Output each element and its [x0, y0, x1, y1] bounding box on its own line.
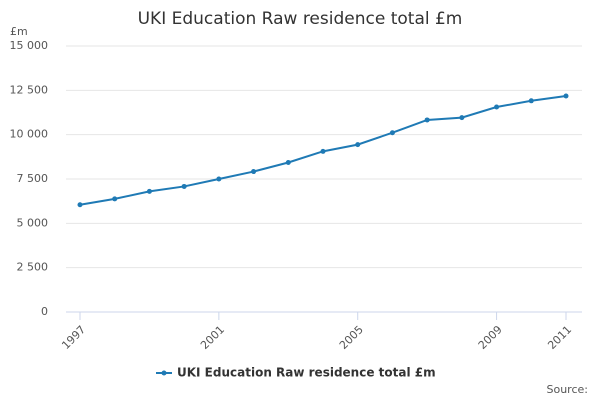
- point: [459, 115, 465, 121]
- x-tick-label: 1997: [59, 323, 88, 352]
- point: [389, 130, 395, 136]
- point: [320, 148, 326, 154]
- point: [146, 188, 152, 194]
- legend-label[interactable]: UKI Education Raw residence total £m: [177, 366, 436, 380]
- point: [424, 117, 430, 123]
- point: [355, 142, 361, 148]
- point: [181, 183, 187, 189]
- x-tick-label: 2011: [545, 323, 574, 352]
- point: [285, 160, 291, 166]
- point: [251, 169, 257, 175]
- y-tick-label: 0: [41, 305, 48, 318]
- source: Source:: [547, 383, 589, 396]
- y-tick-label: 7 500: [17, 172, 49, 185]
- x-tick-label: 2009: [476, 323, 505, 352]
- point: [494, 104, 500, 110]
- point: [77, 202, 83, 208]
- y-tick-label: 15 000: [10, 39, 49, 52]
- point: [112, 196, 118, 202]
- x-tick-label: 2001: [198, 323, 227, 352]
- point: [528, 98, 534, 104]
- y-tick-label: 2 500: [17, 261, 49, 274]
- chart-title: UKI Education Raw residence total £m: [138, 9, 463, 29]
- y-axis-label: £m: [10, 25, 28, 38]
- point: [216, 176, 222, 182]
- point: [563, 93, 569, 99]
- x-tick-label: 2005: [337, 323, 366, 352]
- legend-marker: [161, 370, 167, 376]
- y-tick-label: 10 000: [10, 128, 49, 141]
- y-tick-label: 12 500: [10, 83, 49, 96]
- y-tick-label: 5 000: [17, 216, 49, 229]
